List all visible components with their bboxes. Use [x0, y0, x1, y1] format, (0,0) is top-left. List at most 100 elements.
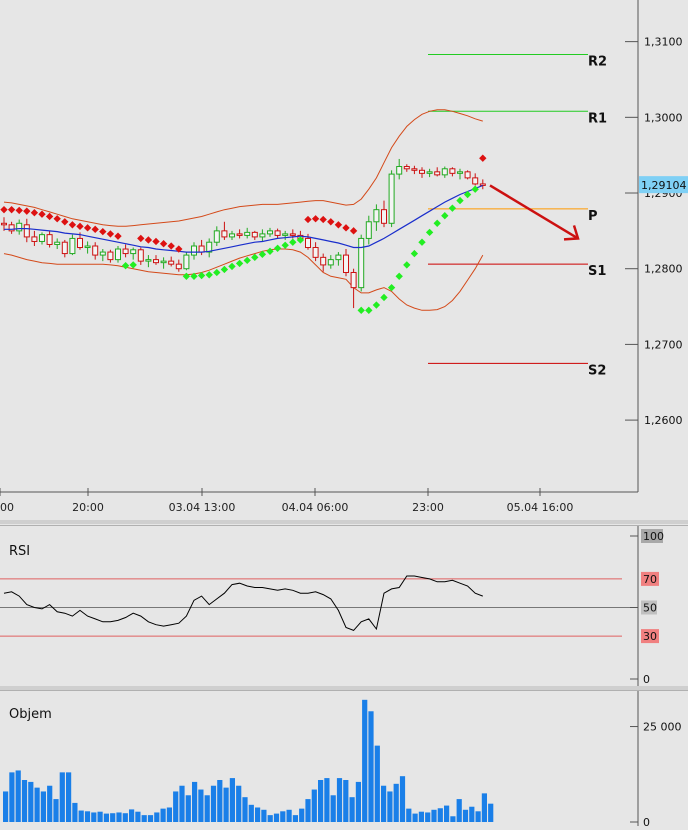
candle-body	[419, 169, 425, 174]
parabolic-sar-point	[456, 196, 464, 205]
parabolic-sar-point	[441, 212, 449, 220]
candle-body	[175, 263, 182, 270]
candle-body	[373, 209, 380, 223]
parabolic-sar-point	[380, 293, 388, 302]
volume-chart[interactable]: 25 000 0	[0, 691, 688, 829]
volume-bar	[286, 809, 292, 822]
candle-body	[388, 173, 395, 224]
candle-body	[244, 231, 251, 236]
volume-bar	[481, 793, 487, 822]
parabolic-sar-point	[213, 268, 221, 277]
panel-separator[interactable]	[0, 686, 688, 690]
parabolic-sar-point	[61, 218, 69, 226]
parabolic-sar-point	[235, 259, 244, 268]
parabolic-sar-point	[99, 227, 107, 236]
rsi-line	[3, 575, 483, 631]
volume-bar	[374, 745, 380, 822]
panel-separator[interactable]	[0, 520, 688, 524]
parabolic-sar-point	[205, 271, 213, 279]
rsi-level-label: 30	[643, 630, 657, 643]
volume-panel[interactable]: Objem 25 000 0	[0, 690, 688, 829]
candle-body	[403, 166, 410, 170]
candle-body	[130, 249, 137, 255]
volume-bar	[166, 807, 172, 822]
volume-title: Objem	[9, 707, 52, 722]
candle-body	[365, 221, 372, 239]
volume-bar	[444, 805, 450, 822]
parabolic-sar-point	[23, 207, 31, 215]
parabolic-sar-point	[372, 301, 381, 309]
volume-bar	[349, 797, 355, 822]
parabolic-sar-point	[357, 306, 365, 315]
price-tick-label: 1,2700	[644, 338, 683, 351]
parabolic-sar-point	[251, 253, 259, 262]
volume-bar	[292, 815, 298, 822]
volume-bar	[78, 810, 84, 822]
rsi-tick-label: 0	[643, 673, 650, 686]
bollinger-upper-band	[3, 109, 483, 227]
rsi-tick-marker	[641, 600, 657, 615]
candle-body	[259, 233, 266, 238]
volume-tick-label: 0	[643, 816, 650, 826]
parabolic-sar-point	[159, 240, 168, 248]
volume-bar	[406, 808, 412, 822]
parabolic-sar-point	[220, 265, 229, 274]
volume-bar	[311, 789, 317, 822]
volume-bar	[267, 815, 273, 822]
parabolic-sar-point	[403, 261, 411, 269]
volume-bar	[399, 776, 406, 822]
parabolic-sar-point	[30, 209, 39, 217]
volume-bar	[72, 802, 78, 822]
parabolic-sar-point	[258, 250, 267, 259]
candle-body	[449, 168, 456, 174]
volume-bar	[299, 808, 305, 822]
candle-body	[479, 183, 486, 186]
moving-average-line	[4, 184, 484, 253]
candle-body	[320, 256, 327, 266]
parabolic-sar-point	[137, 234, 145, 243]
parabolic-sar-point	[106, 230, 115, 238]
candle-body	[335, 254, 342, 261]
parabolic-sar-point	[182, 272, 191, 280]
price-chart-panel[interactable]: 1,3100 1,3000 1,2900 1,2800 1,2700 1,2600 00 20…	[0, 0, 688, 520]
volume-tick-label: 25 000	[643, 721, 682, 734]
pivot-level-label: S1	[588, 264, 606, 279]
parabolic-sar-point	[273, 244, 282, 252]
candle-body	[457, 171, 463, 174]
candle-body	[289, 233, 296, 236]
volume-bar	[475, 811, 481, 822]
volume-bar	[437, 808, 443, 822]
rsi-panel[interactable]: RSI 70 30 100 50 0	[0, 525, 688, 688]
volume-bar	[198, 789, 204, 822]
volume-bar	[462, 809, 469, 822]
rsi-chart[interactable]: 70 30 100 50 0	[0, 526, 688, 688]
parabolic-sar-point	[433, 219, 441, 227]
candle-body	[183, 254, 190, 270]
parabolic-sar-point	[418, 238, 426, 246]
volume-bar	[3, 791, 9, 822]
volume-bar	[84, 811, 91, 822]
rsi-tick-label: 100	[643, 530, 664, 543]
candle-body	[327, 259, 334, 266]
candle-body	[396, 166, 403, 175]
volume-bar	[160, 808, 166, 822]
parabolic-sar-point	[425, 228, 434, 237]
volume-bar	[456, 799, 462, 822]
pivot-level-label: R2	[588, 54, 607, 69]
parabolic-sar-point	[387, 283, 396, 292]
time-tick-label: 00	[0, 501, 14, 514]
rsi-tick-label: 50	[643, 602, 657, 615]
time-tick-label: 03.04 13:00	[169, 501, 236, 514]
parabolic-sar-point	[311, 215, 320, 223]
volume-bar	[110, 813, 116, 822]
candle-body	[267, 230, 273, 235]
volume-bar	[217, 780, 223, 822]
parabolic-sar-point	[53, 215, 61, 223]
time-tick-label: 23:00	[412, 501, 444, 514]
candle-body	[441, 168, 448, 176]
price-tick-label: 1,3100	[644, 36, 683, 49]
volume-bar	[431, 809, 437, 822]
candle-body	[61, 241, 68, 255]
parabolic-sar-point	[479, 154, 487, 162]
